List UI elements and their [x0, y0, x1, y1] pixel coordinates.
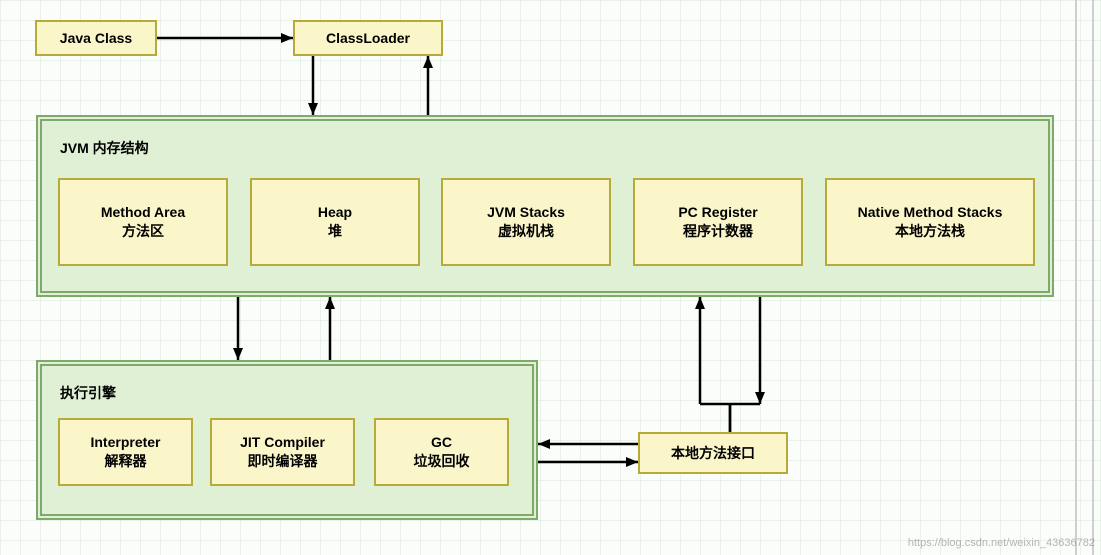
node-label-en: Heap	[318, 203, 352, 222]
node-heap: Heap堆	[250, 178, 420, 266]
node-jit-compiler: JIT Compiler即时编译器	[210, 418, 355, 486]
node-class-loader: ClassLoader	[293, 20, 443, 56]
node-jvm-stacks: JVM Stacks虚拟机栈	[441, 178, 611, 266]
node-method-area: Method Area方法区	[58, 178, 228, 266]
node-java-class: Java Class	[35, 20, 157, 56]
node-label-en: JVM Stacks	[487, 203, 565, 222]
node-label-en: ClassLoader	[326, 29, 410, 48]
node-label-en: 本地方法接口	[671, 444, 755, 463]
node-label-zh: 即时编译器	[248, 452, 318, 471]
node-label-en: GC	[431, 433, 452, 452]
node-label-zh: 垃圾回收	[414, 452, 470, 471]
container-exec-engine-title: 执行引擎	[60, 383, 116, 403]
node-label-en: PC Register	[678, 203, 757, 222]
node-label-zh: 虚拟机栈	[498, 222, 554, 241]
node-native-method-stacks: Native Method Stacks本地方法栈	[825, 178, 1035, 266]
node-label-en: Interpreter	[90, 433, 160, 452]
container-jvm-memory-title: JVM 内存结构	[60, 138, 149, 158]
node-interpreter: Interpreter解释器	[58, 418, 193, 486]
node-label-zh: 堆	[328, 222, 342, 241]
node-label-en: Native Method Stacks	[858, 203, 1003, 222]
node-label-zh: 方法区	[122, 222, 164, 241]
watermark: https://blog.csdn.net/weixin_43636782	[908, 537, 1095, 549]
node-gc: GC垃圾回收	[374, 418, 509, 486]
node-label-zh: 解释器	[105, 452, 147, 471]
node-label-zh: 本地方法栈	[895, 222, 965, 241]
node-label-zh: 程序计数器	[683, 222, 753, 241]
node-label-en: JIT Compiler	[240, 433, 325, 452]
node-pc-register: PC Register程序计数器	[633, 178, 803, 266]
node-label-en: Method Area	[101, 203, 185, 222]
node-label-en: Java Class	[60, 29, 132, 48]
node-native-interface: 本地方法接口	[638, 432, 788, 474]
